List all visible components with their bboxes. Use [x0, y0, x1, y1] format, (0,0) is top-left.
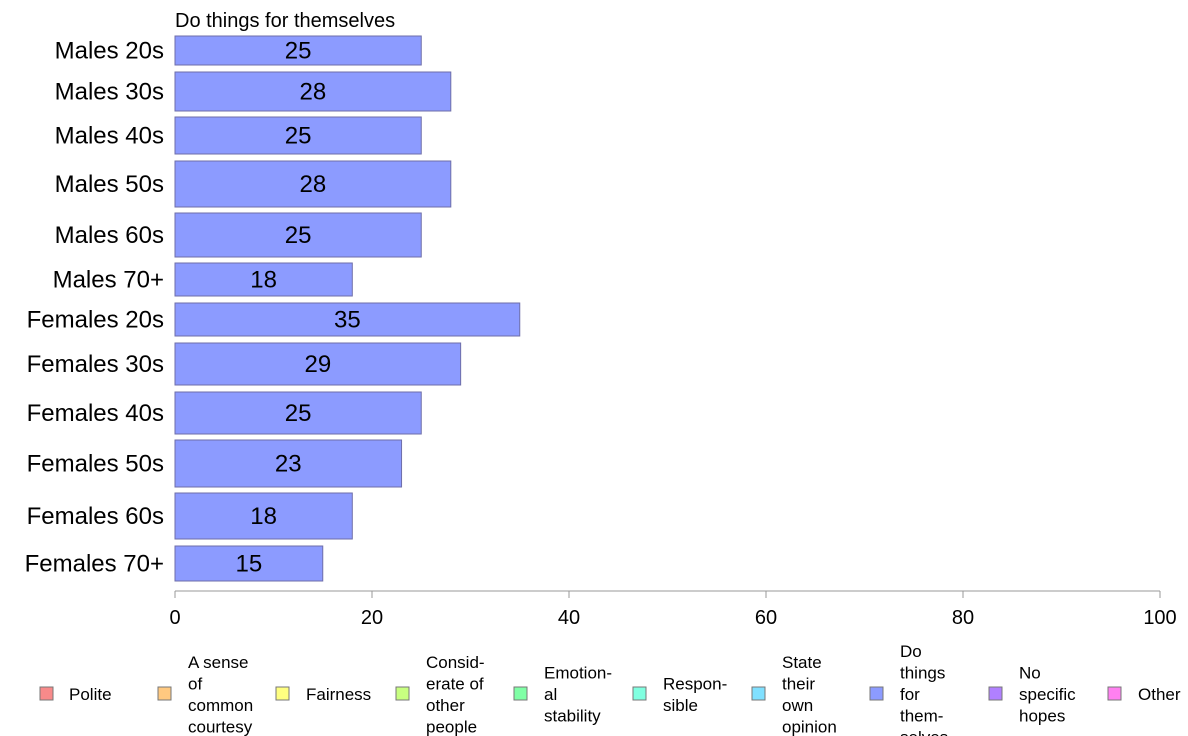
bar-value-label: 23 — [275, 451, 302, 478]
legend-label: Fairness — [306, 685, 371, 704]
legend-swatch — [275, 686, 290, 701]
x-tick-label: 20 — [361, 607, 383, 629]
bar-value-label: 25 — [285, 38, 312, 65]
bar-value-label: 35 — [334, 307, 361, 334]
bar — [174, 116, 422, 155]
bar — [174, 492, 353, 540]
category-label: Females 70+ — [25, 551, 164, 578]
bar — [174, 439, 403, 488]
bar — [174, 160, 452, 208]
category-label: Males 40s — [55, 123, 164, 150]
legend-label: Respon-sible — [663, 674, 727, 715]
category-label: Females 20s — [27, 307, 164, 334]
legend-label: Emotion-al stability — [544, 664, 612, 726]
legend-swatch — [632, 686, 647, 701]
bar — [174, 262, 353, 297]
bar-value-label: 25 — [285, 123, 312, 150]
bar-value-label: 15 — [236, 551, 263, 578]
bar — [174, 342, 462, 386]
category-label: Males 50s — [55, 171, 164, 198]
legend-label: Consid-erate of other people — [426, 653, 485, 736]
legend-label: Polite — [69, 685, 112, 704]
category-label: Males 60s — [55, 222, 164, 249]
bar-value-label: 28 — [300, 171, 327, 198]
x-tick-label: 100 — [1143, 607, 1176, 629]
bar — [174, 71, 452, 112]
bar — [174, 35, 422, 66]
legend-swatch — [1107, 686, 1122, 701]
category-label: Females 40s — [27, 400, 164, 427]
legend-swatch — [157, 686, 172, 701]
legend-swatch — [988, 686, 1003, 701]
category-label: Females 30s — [27, 351, 164, 378]
bar-value-label: 29 — [304, 351, 331, 378]
category-label: Males 70+ — [53, 267, 164, 294]
legend-swatch — [513, 686, 528, 701]
category-label: Males 30s — [55, 79, 164, 106]
legend-swatch — [395, 686, 410, 701]
legend-swatch — [869, 686, 884, 701]
bar-value-label: 18 — [250, 503, 277, 530]
legend-label: No specific hopes — [1019, 664, 1076, 726]
bar-value-label: 25 — [285, 400, 312, 427]
bar — [174, 212, 422, 258]
chart-title: Do things for themselves — [175, 10, 395, 32]
bar — [174, 391, 422, 435]
bar-value-label: 18 — [250, 267, 277, 294]
x-tick-label: 40 — [558, 607, 580, 629]
legend-label: Other — [1138, 685, 1181, 704]
x-axis: 0 20 40 60 80 100 — [169, 590, 1177, 629]
category-label: Males 20s — [55, 38, 164, 65]
x-tick-label: 0 — [169, 607, 180, 629]
bar-value-label: 25 — [285, 222, 312, 249]
bar — [174, 302, 521, 337]
legend-label: A sense of common courtesy — [188, 653, 253, 736]
x-tick-label: 80 — [952, 607, 974, 629]
legend-swatch — [751, 686, 766, 701]
bar-value-label: 28 — [300, 79, 327, 106]
category-label: Females 60s — [27, 503, 164, 530]
legend-swatch — [39, 686, 54, 701]
bar — [174, 545, 324, 582]
legend: Polite A sense of common courtesy Fairness Con… — [39, 642, 1181, 736]
bars-group: Males 20s 25 Males 30s 28 Males 40s 25 Males 5… — [25, 35, 521, 582]
category-label: Females 50s — [27, 451, 164, 478]
legend-label: State their own opinion — [782, 653, 837, 736]
x-tick-label: 60 — [755, 607, 777, 629]
